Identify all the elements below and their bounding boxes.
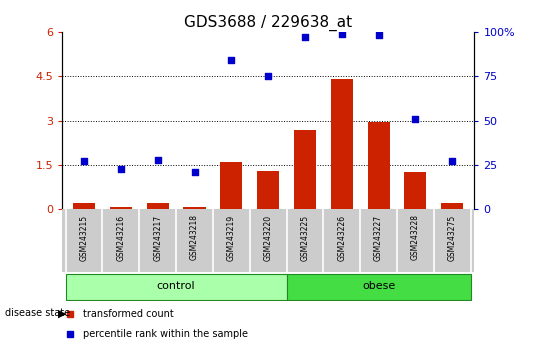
Text: control: control	[157, 281, 196, 291]
Bar	[368, 121, 390, 210]
Text: GSM243220: GSM243220	[264, 215, 273, 261]
Text: GSM243226: GSM243226	[337, 215, 346, 261]
Point	[116, 166, 125, 171]
Bar	[183, 207, 205, 210]
Text: GSM243215: GSM243215	[80, 215, 88, 261]
Text: transformed count: transformed count	[82, 309, 174, 319]
Text: GSM243227: GSM243227	[374, 215, 383, 261]
Point	[448, 159, 457, 164]
Point	[190, 169, 199, 175]
Text: obese: obese	[362, 281, 395, 291]
Text: disease state: disease state	[5, 308, 71, 318]
Point	[264, 73, 273, 79]
FancyBboxPatch shape	[287, 274, 471, 299]
Point	[80, 159, 88, 164]
Point	[411, 116, 420, 122]
Point	[374, 33, 383, 38]
Bar	[331, 79, 353, 210]
Text: GSM243228: GSM243228	[411, 215, 420, 261]
Bar	[73, 203, 95, 210]
Text: GSM243216: GSM243216	[116, 215, 126, 261]
Text: ▶: ▶	[58, 308, 66, 318]
Title: GDS3688 / 229638_at: GDS3688 / 229638_at	[184, 14, 352, 30]
Text: GSM243275: GSM243275	[448, 215, 457, 261]
Point	[301, 34, 309, 40]
Text: GSM243219: GSM243219	[227, 215, 236, 261]
Bar	[110, 207, 132, 210]
Text: percentile rank within the sample: percentile rank within the sample	[82, 329, 247, 339]
Text: GSM243225: GSM243225	[300, 215, 309, 261]
Bar	[147, 203, 169, 210]
Bar	[257, 171, 279, 210]
Bar	[294, 130, 316, 210]
Point	[154, 157, 162, 162]
Bar	[441, 203, 464, 210]
Bar	[220, 162, 243, 210]
Text: GSM243217: GSM243217	[153, 215, 162, 261]
Text: GSM243218: GSM243218	[190, 215, 199, 261]
Bar	[404, 172, 426, 210]
Point	[337, 31, 346, 36]
FancyBboxPatch shape	[66, 274, 287, 299]
Point	[227, 57, 236, 63]
